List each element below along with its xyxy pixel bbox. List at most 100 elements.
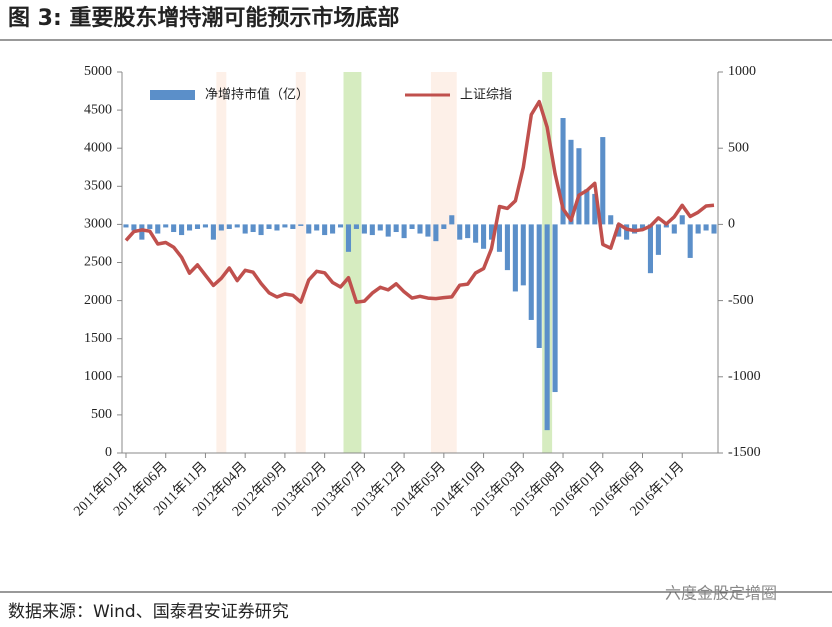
bar <box>520 224 526 286</box>
bar <box>187 224 193 231</box>
bar <box>401 224 407 239</box>
bar <box>226 224 232 229</box>
bar <box>147 224 153 229</box>
legend-label: 上证综指 <box>460 88 512 103</box>
bar <box>171 224 177 233</box>
bar <box>306 224 312 234</box>
bar <box>393 224 399 233</box>
bar <box>481 224 487 249</box>
bar <box>449 215 455 225</box>
y-tick-label: 0 <box>105 445 112 460</box>
bar <box>298 224 304 226</box>
legend-swatch <box>150 90 195 100</box>
bar <box>155 224 161 234</box>
bar <box>655 224 661 255</box>
bar <box>639 224 646 231</box>
bar <box>465 224 471 239</box>
bar <box>234 224 240 228</box>
bar <box>536 224 542 348</box>
source: 数据来源：Wind、国泰君安证券研究 <box>8 602 289 622</box>
chart-title: 图 3: 重要股东增持潮可能预示市场底部 <box>8 5 399 31</box>
y2-tick-label: -1000 <box>728 369 761 384</box>
y-tick-label: 1000 <box>84 369 112 384</box>
bar <box>647 224 653 274</box>
bar <box>544 224 550 431</box>
bar <box>250 224 256 233</box>
bar <box>560 118 566 225</box>
highlight-band <box>343 72 362 453</box>
bar <box>210 224 216 240</box>
y-tick-label: 500 <box>91 407 112 422</box>
watermark: 六度金股定增圈 <box>665 584 777 603</box>
bar <box>616 224 622 237</box>
bar <box>123 224 129 228</box>
bar <box>703 224 709 231</box>
bar <box>385 224 391 237</box>
bar <box>687 224 693 258</box>
y-tick-label: 2500 <box>84 255 112 270</box>
bar <box>345 224 352 252</box>
bar <box>353 224 359 229</box>
bar <box>202 224 208 228</box>
bar <box>600 137 606 225</box>
bar <box>417 224 423 234</box>
bar <box>695 224 701 234</box>
bar <box>592 193 598 225</box>
bar <box>608 215 614 225</box>
plot-area: 0500100015002000250030003500400045005000… <box>71 64 761 519</box>
bar <box>266 224 272 229</box>
bar <box>512 224 518 292</box>
highlight-band <box>216 72 227 453</box>
bar <box>425 224 431 237</box>
bar <box>218 224 224 231</box>
legend-label: 净增持市值（亿） <box>205 87 309 103</box>
bar <box>504 224 510 271</box>
line <box>124 99 715 304</box>
bar <box>361 224 367 234</box>
y2-tick-label: 1000 <box>728 64 756 79</box>
bar <box>274 224 280 231</box>
bar <box>528 224 534 320</box>
y2-tick-label: 500 <box>728 140 749 155</box>
bar <box>488 224 495 240</box>
bar <box>663 224 669 228</box>
bar <box>568 139 574 225</box>
bar <box>163 224 169 228</box>
y-tick-label: 1500 <box>84 331 112 346</box>
bar <box>139 224 145 240</box>
bar <box>131 224 137 231</box>
bar <box>282 224 288 228</box>
bar <box>679 215 685 225</box>
bar <box>624 224 630 240</box>
bar <box>441 224 447 229</box>
bar <box>576 148 582 225</box>
bar <box>409 224 415 229</box>
bar <box>179 224 185 236</box>
bar <box>330 224 336 234</box>
bar <box>314 224 320 231</box>
bar <box>242 224 248 234</box>
bar <box>322 224 328 236</box>
bar <box>369 224 375 236</box>
y-tick-label: 3000 <box>84 217 112 232</box>
y-tick-label: 4000 <box>84 140 112 155</box>
bar <box>258 224 264 236</box>
bar <box>377 224 383 231</box>
bar <box>457 224 463 240</box>
bar <box>290 224 296 229</box>
y-tick-label: 4500 <box>84 102 112 117</box>
bar <box>473 224 479 243</box>
highlight-band <box>295 72 306 453</box>
bar <box>584 189 590 225</box>
bar <box>496 224 503 252</box>
bar <box>194 224 201 229</box>
bar <box>433 224 439 242</box>
y-tick-label: 5000 <box>84 64 112 79</box>
y-tick-label: 3500 <box>84 179 112 194</box>
bar <box>671 224 677 234</box>
y-tick-label: 2000 <box>84 293 112 308</box>
y2-tick-label: -1500 <box>728 445 761 460</box>
y2-tick-label: 0 <box>728 217 735 232</box>
bar <box>711 224 717 234</box>
